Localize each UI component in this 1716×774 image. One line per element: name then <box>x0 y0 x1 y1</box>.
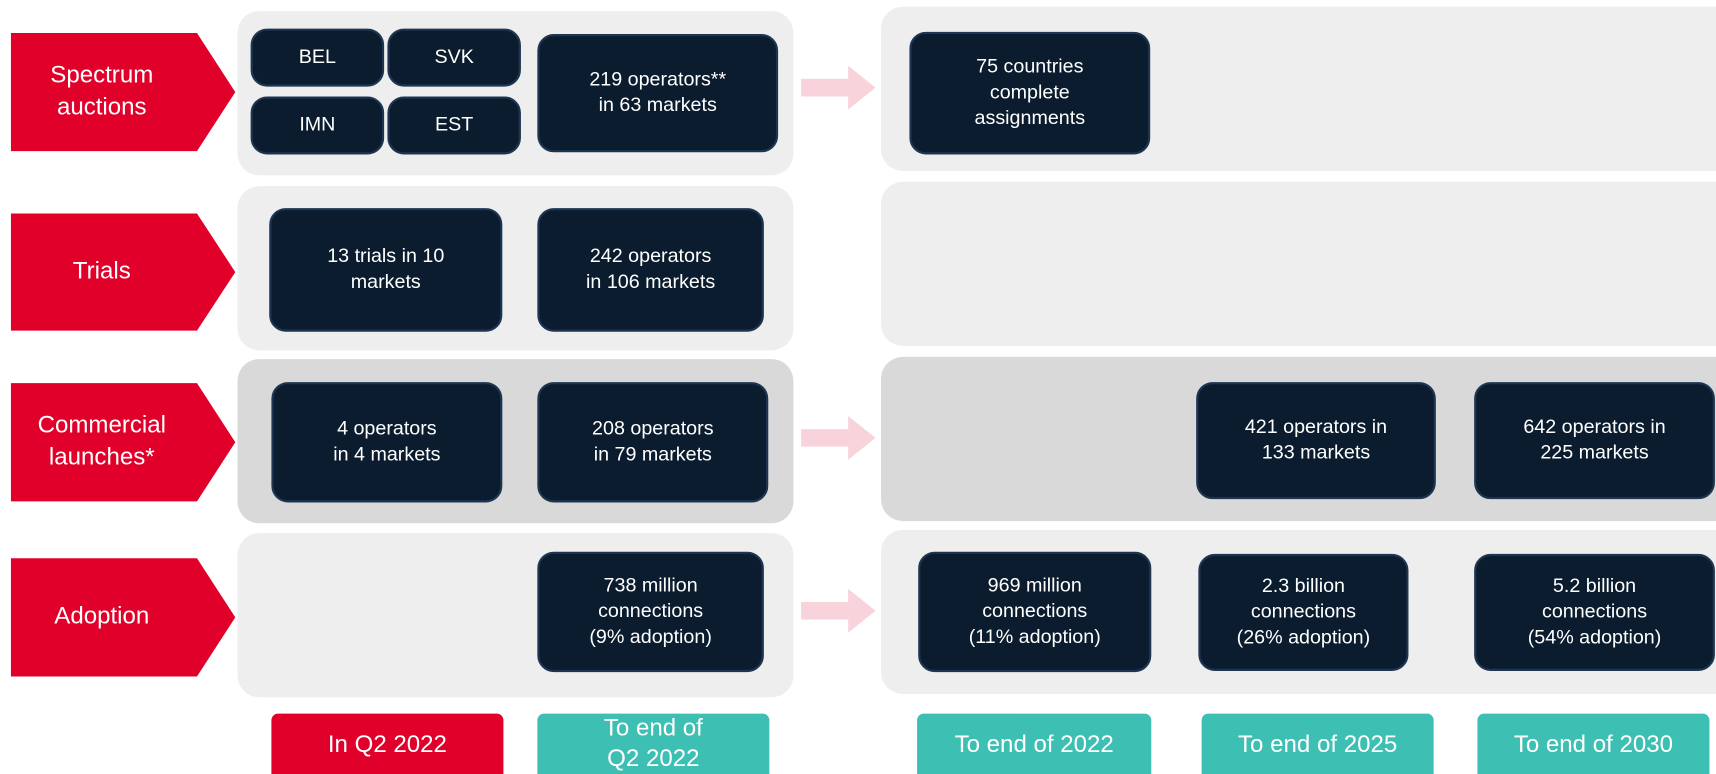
arrows <box>801 65 876 633</box>
label-line: (11% adoption) <box>969 626 1101 648</box>
label-line: EST <box>435 114 473 136</box>
cell-box <box>1196 382 1436 500</box>
label-line: in 4 markets <box>333 443 440 465</box>
label-line: connections <box>1251 601 1356 623</box>
label-line: To end of 2030 <box>1514 731 1673 758</box>
panel <box>880 181 1716 346</box>
label-line: in 106 markets <box>586 271 715 293</box>
label-line: complete <box>990 81 1070 103</box>
label-line: connections <box>598 600 703 622</box>
cell-box <box>537 382 769 503</box>
column-label-box <box>917 713 1152 774</box>
label-line: To end of 2025 <box>1238 731 1397 758</box>
label-line: 219 operators** <box>589 69 726 91</box>
row-label-arrow <box>10 32 236 152</box>
cell-box <box>537 34 779 153</box>
cell-box <box>537 208 764 332</box>
cell-box <box>269 208 503 332</box>
label-line: IMN <box>299 114 335 136</box>
cell-box <box>1474 553 1715 671</box>
label-line: 2.3 billion <box>1262 575 1345 597</box>
label-line: Commercial <box>38 412 166 439</box>
cell-box <box>250 96 385 155</box>
label-line: 13 trials in 10 <box>327 245 444 267</box>
label-line: in 63 markets <box>599 94 717 116</box>
label-line: 969 million <box>988 574 1082 596</box>
label-line: Adoption <box>54 603 149 630</box>
label-line: BEL <box>299 46 336 68</box>
label-line: 642 operators in <box>1523 416 1665 438</box>
arrow <box>801 416 876 460</box>
label-line: 738 million <box>604 574 698 596</box>
label-line: Trials <box>73 257 131 284</box>
cell-box <box>271 382 503 503</box>
cell-box <box>918 551 1152 673</box>
label-line: Spectrum <box>50 62 153 89</box>
label-line: 208 operators <box>592 418 714 440</box>
label-line: SVK <box>434 46 473 68</box>
label-line: launches* <box>49 443 155 470</box>
label-line: 242 operators <box>590 245 712 267</box>
label-line: (26% adoption) <box>1237 626 1371 648</box>
label-line: To end of <box>604 714 703 741</box>
cell-box <box>387 28 521 87</box>
cell-box <box>537 551 764 673</box>
cell-box <box>387 96 521 155</box>
label-line: 225 markets <box>1540 442 1648 464</box>
label-line: auctions <box>57 93 147 120</box>
column-label-box <box>537 713 770 774</box>
cell-box <box>1198 553 1409 671</box>
label-line: assignments <box>975 107 1086 129</box>
label-line: 133 markets <box>1262 442 1370 464</box>
row-label-arrow <box>10 383 236 502</box>
label-line: Q2 2022 <box>607 745 699 772</box>
label-line: connections <box>982 600 1087 622</box>
row-label-arrow <box>10 558 236 677</box>
label-line: (54% adoption) <box>1528 626 1662 648</box>
cell-box <box>1474 382 1715 500</box>
label-line: in 79 markets <box>594 443 712 465</box>
row-label-arrow <box>10 213 236 331</box>
label-line: 5.2 billion <box>1553 575 1636 597</box>
column-label-box <box>1201 713 1434 774</box>
label-line: In Q2 2022 <box>328 731 447 758</box>
arrow <box>801 65 876 110</box>
label-line: markets <box>351 271 421 293</box>
label-line: (9% adoption) <box>589 626 712 648</box>
column-label-box <box>1477 713 1710 774</box>
label-line: To end of 2022 <box>955 731 1114 758</box>
arrow <box>801 588 876 633</box>
cell-box <box>909 31 1151 155</box>
label-line: connections <box>1542 601 1647 623</box>
cell-box <box>250 28 385 87</box>
label-line: 421 operators in <box>1245 416 1387 438</box>
column-label-box <box>271 713 504 774</box>
label-line: 4 operators <box>337 418 437 440</box>
label-line: 75 countries <box>976 56 1083 78</box>
